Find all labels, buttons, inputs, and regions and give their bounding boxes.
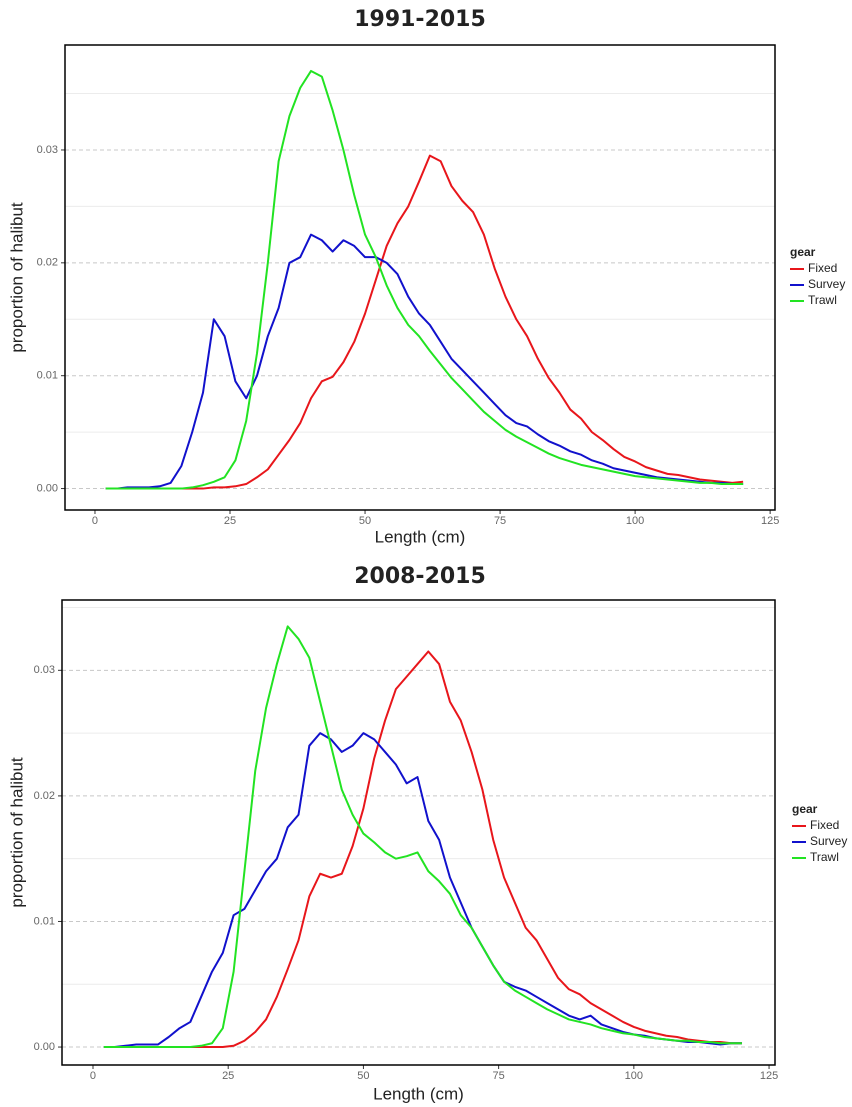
x-tick-label: 75 bbox=[493, 1070, 505, 1082]
x-tick-label: 50 bbox=[357, 1070, 369, 1082]
legend-label: Trawl bbox=[808, 293, 837, 307]
series-line bbox=[103, 625, 743, 1049]
y-axis-label: proportion of halibut bbox=[7, 202, 26, 353]
x-tick-label: 75 bbox=[494, 515, 506, 527]
y-tick-label: 0.00 bbox=[34, 1041, 55, 1053]
x-tick-label: 100 bbox=[626, 515, 644, 527]
series-line bbox=[103, 650, 743, 1049]
y-tick-label: 0.02 bbox=[37, 257, 58, 269]
y-tick-label: 0.01 bbox=[34, 915, 55, 927]
chart-title: 1991-2015 bbox=[354, 7, 486, 32]
x-tick-label: 125 bbox=[760, 1070, 778, 1082]
chart-title: 2008-2015 bbox=[354, 564, 486, 589]
y-tick-label: 0.00 bbox=[37, 482, 58, 494]
x-tick-label: 100 bbox=[625, 1070, 643, 1082]
y-tick-label: 0.03 bbox=[34, 664, 55, 676]
x-axis-label: Length (cm) bbox=[375, 527, 466, 546]
x-axis-label: Length (cm) bbox=[373, 1084, 464, 1103]
legend-label: Trawl bbox=[810, 850, 839, 864]
x-tick-label: 25 bbox=[222, 1070, 234, 1082]
series-line bbox=[105, 154, 744, 490]
x-tick-label: 125 bbox=[761, 515, 779, 527]
x-tick-label: 0 bbox=[90, 1070, 96, 1082]
y-tick-label: 0.01 bbox=[37, 370, 58, 382]
series-line bbox=[105, 69, 744, 490]
plot-frame bbox=[61, 599, 776, 1066]
legend-label: Fixed bbox=[808, 261, 837, 275]
legend-label: Survey bbox=[808, 277, 845, 291]
plot-frame bbox=[64, 44, 776, 511]
legend-label: Survey bbox=[810, 834, 847, 848]
legend-title: gear bbox=[792, 802, 818, 816]
y-tick-label: 0.02 bbox=[34, 790, 55, 802]
series-line bbox=[103, 732, 743, 1049]
legend-title: gear bbox=[790, 245, 816, 259]
series-line bbox=[105, 233, 744, 490]
x-tick-label: 50 bbox=[359, 515, 371, 527]
y-tick-label: 0.03 bbox=[37, 144, 58, 156]
x-tick-label: 0 bbox=[92, 515, 98, 527]
x-tick-label: 25 bbox=[224, 515, 236, 527]
legend-label: Fixed bbox=[810, 818, 839, 832]
y-axis-label: proportion of halibut bbox=[7, 757, 26, 908]
